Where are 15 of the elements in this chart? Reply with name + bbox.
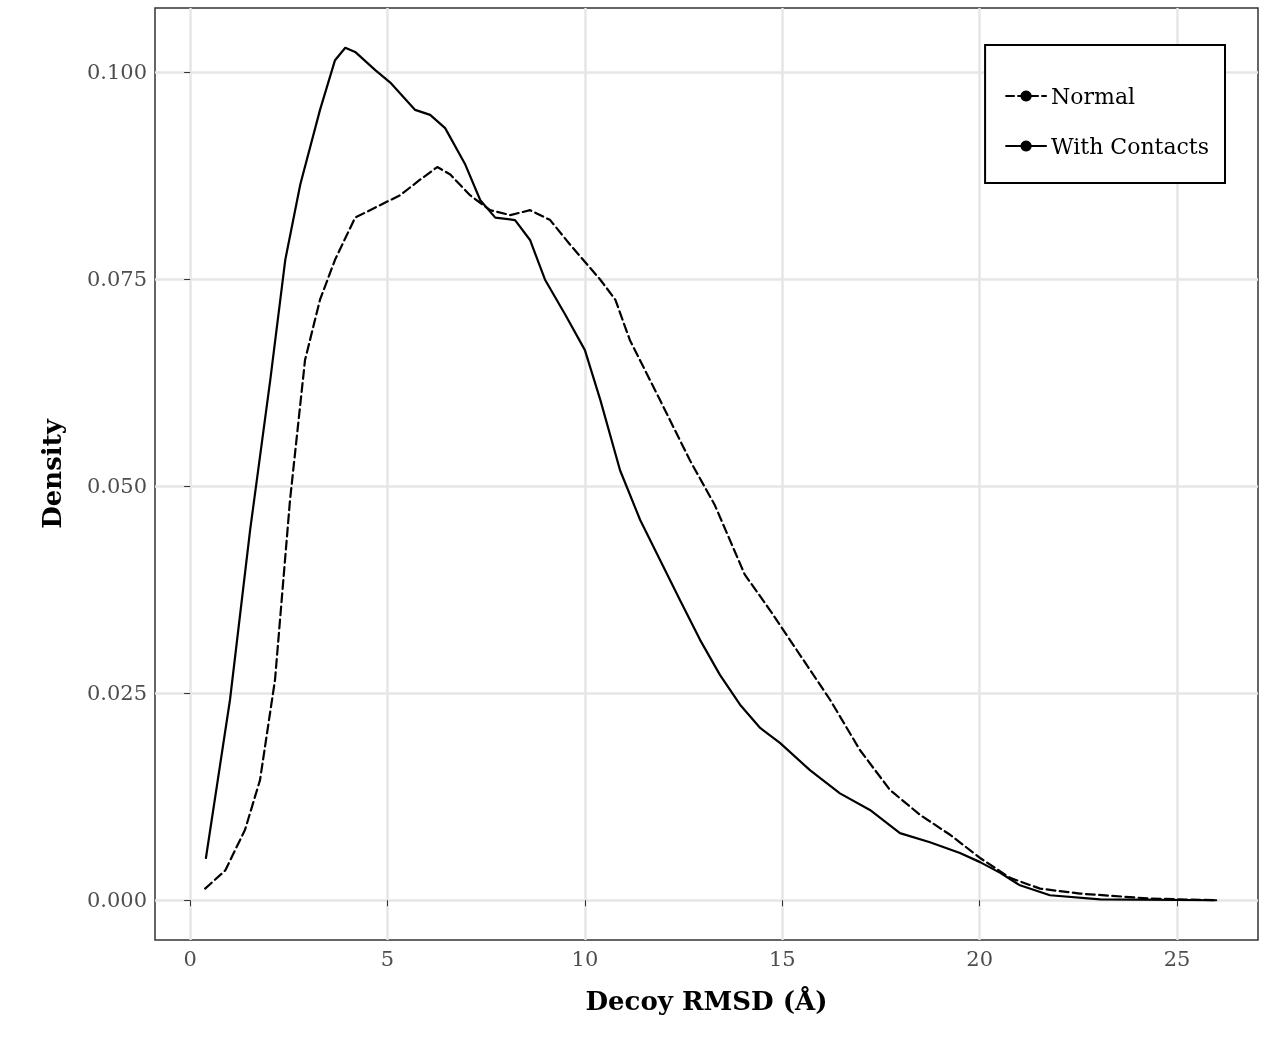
y-tick-label: 0.075 [86, 266, 147, 291]
x-tick-label: 15 [768, 946, 796, 971]
y-tick-label: 0.025 [86, 681, 147, 706]
y-tick-label: 0.100 [86, 59, 147, 84]
x-tick-label: 20 [966, 946, 994, 971]
x-tick-label: 10 [571, 946, 599, 971]
x-tick-label: 25 [1163, 946, 1191, 971]
y-axis-title: Density [37, 418, 67, 529]
x-tick-label: 0 [183, 946, 197, 971]
x-tick-label: 5 [380, 946, 395, 971]
legend-label: With Contacts [1051, 133, 1209, 159]
y-tick-label: 0.050 [86, 474, 147, 499]
y-tick-label: 0.000 [86, 888, 147, 913]
legend-label: Normal [1051, 83, 1136, 109]
x-axis-title: Decoy RMSD (Å) [585, 986, 828, 1016]
